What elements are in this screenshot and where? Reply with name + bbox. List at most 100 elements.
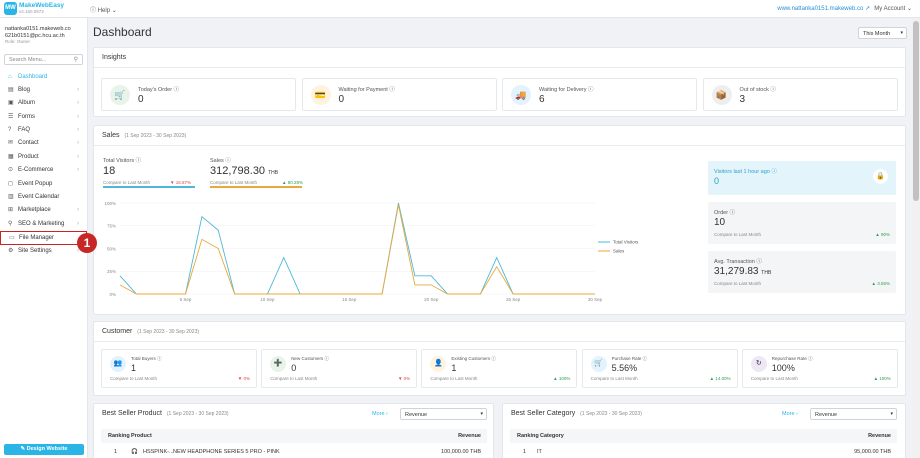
insight-label: Waiting for Payment ⓘ: [338, 87, 395, 93]
sidebar-item-label: Contact: [18, 140, 39, 147]
table-row[interactable]: 1 IT 95,000.00 THB: [510, 445, 897, 458]
page-scrollbar[interactable]: [912, 18, 920, 458]
repurchase-icon: ↻: [750, 356, 767, 372]
search-menu-input[interactable]: Search Menu... ⚲: [4, 53, 83, 65]
best-category-table-header: Ranking Category Revenue: [510, 429, 897, 443]
sidebar-item-blog[interactable]: ▤ Blog ›: [0, 84, 87, 97]
my-account-menu[interactable]: My Account ⌄: [874, 5, 912, 12]
visitors-last-hour-box: Visitors last 1 hour ago ⓘ 0 🔒: [708, 161, 896, 195]
sidebar-item-event-popup[interactable]: ◻ Event Popup: [0, 178, 87, 191]
insight-label: Today's Order ⓘ: [138, 87, 180, 93]
gear-icon: ⚙: [8, 247, 14, 254]
order-value: 10: [714, 217, 726, 228]
sales-header: Sales (1 Sep 2023 - 30 Sep 2023): [94, 126, 905, 146]
chevron-right-icon: ›: [77, 86, 79, 93]
avg-transaction-value: 31,279.83 THB: [714, 266, 772, 277]
legend-label: Total Visitors: [613, 240, 639, 245]
sidebar-item-forms[interactable]: ☰ Forms ›: [0, 111, 87, 124]
scrollbar-thumb[interactable]: [913, 21, 919, 201]
sidebar-item-site-settings[interactable]: ⚙ Site Settings ›: [0, 245, 87, 258]
insight-value: 3: [739, 94, 746, 105]
sidebar-item-marketplace[interactable]: ⊞ Marketplace ›: [0, 204, 87, 217]
customer-stat-label: Total Buyers ⓘ: [131, 356, 162, 361]
sidebar-item-contact[interactable]: ✉ Contact ›: [0, 137, 87, 150]
period-value: This Month: [863, 30, 891, 37]
customer-stat-purchase-rate: 🛒 Purchase Rate ⓘ 5.56% Compare to Last Mon…: [581, 349, 738, 388]
best-category-more-link[interactable]: More ›: [782, 411, 798, 417]
sidebar-item-label: Product: [18, 153, 39, 160]
insights-title: Insights: [94, 48, 905, 68]
chevron-right-icon: ›: [77, 167, 79, 174]
sidebar-item-seo-marketing[interactable]: ⚲ SEO & Marketing ›: [0, 218, 87, 231]
insight-out-of-stock[interactable]: 📦 Out of stock ⓘ 3: [702, 78, 898, 111]
makeweb-logo[interactable]: MW: [4, 2, 17, 15]
chevron-down-icon: ▾: [900, 30, 903, 36]
sidebar-item-label: FAQ: [18, 127, 31, 134]
col-ranking: Ranking: [517, 433, 539, 439]
brand-name: MakeWebEasy: [19, 2, 65, 9]
best-category-select-value: Revenue: [815, 411, 838, 418]
site-url-link[interactable]: www.nattanka0151.makeweb.co ↗: [777, 5, 870, 12]
customer-stat-repurchase-rate: ↻ Repurchase Rate ⓘ 100% Compare to Last Mo…: [741, 349, 898, 388]
sidebar-item-label: SEO & Marketing: [18, 220, 65, 227]
sidebar-item-label: Event Calendar: [18, 194, 60, 201]
sidebar-item-e-commerce[interactable]: ⊙ E-Commerce ›: [0, 164, 87, 177]
insight-waiting-for-payment[interactable]: 💳 Waiting for Payment ⓘ 0: [301, 78, 497, 111]
best-product-more-link[interactable]: More ›: [372, 411, 388, 417]
existing-customer-icon: 👤: [430, 356, 447, 372]
best-product-select[interactable]: Revenue ▾: [400, 408, 487, 420]
insight-today-s-order[interactable]: 🛒 Today's Order ⓘ 0: [101, 78, 296, 111]
customer-stat-change: ▲ 100%: [553, 376, 571, 381]
chevron-down-icon: ▾: [890, 411, 893, 417]
ecommerce-icon: ⊙: [8, 167, 14, 174]
best-category-select[interactable]: Revenue ▾: [810, 408, 897, 420]
brand: MakeWebEasy v4.150.0572: [19, 2, 64, 15]
legend-label: Sales: [613, 249, 625, 254]
sidebar-item-label: Blog: [18, 86, 31, 93]
table-row[interactable]: 1 🎧 HSSPINK-... NEW HEADPHONE SERIES 5 P…: [101, 445, 487, 458]
insight-waiting-for-delivery[interactable]: 🚚 Waiting for Delivery ⓘ 6: [502, 78, 697, 111]
customer-stat-change: ▲ 14.00%: [709, 376, 731, 381]
sidebar-item-event-calendar[interactable]: ▥ Event Calendar: [0, 191, 87, 204]
customer-stat-value: 5.56%: [611, 363, 638, 373]
row-product-name: NEW HEADPHONE SERIES 5 PRO - PINK: [173, 449, 280, 455]
customer-stat-value: 1: [451, 363, 457, 373]
row-category: IT: [537, 449, 542, 455]
sidebar-item-label: Site Settings: [18, 247, 52, 254]
sidebar-item-dashboard[interactable]: ⌂ Dashboard: [0, 71, 87, 84]
chevron-down-icon: ▾: [480, 411, 483, 417]
home-icon: ⌂: [8, 73, 12, 80]
period-select[interactable]: This Month ▾: [858, 27, 907, 39]
chevron-right-icon: ›: [77, 100, 79, 107]
truck-icon: 🚚: [511, 85, 531, 105]
x-tick-label: 25 Sep: [506, 297, 521, 302]
sales-underline: [210, 186, 302, 188]
sidebar-item-label: Marketplace: [18, 207, 51, 214]
customer-stat-note: Compare to Last Month: [270, 376, 318, 381]
sidebar-item-faq[interactable]: ? FAQ ›: [0, 124, 87, 137]
col-ranking: Ranking: [108, 433, 130, 439]
y-tick-label: 100%: [104, 201, 116, 206]
sidebar-item-file-manager[interactable]: ▭ File Manager: [0, 231, 87, 245]
marketplace-icon: ⊞: [8, 207, 14, 214]
box-icon: 📦: [711, 85, 732, 105]
sales-change: ▲ 80.28%: [282, 180, 303, 185]
order-label: Order ⓘ: [714, 210, 736, 216]
customer-stat-existing-customers: 👤 Existing Customers ⓘ 1 Compare to Last Mo…: [421, 349, 578, 388]
design-website-button[interactable]: ✎ Design Website: [4, 444, 84, 455]
sidebar-menu: ⌂ Dashboard ▤ Blog › ▣ Album › ☰ Forms ›? FAQ › ✉ Cont…: [0, 71, 87, 258]
help-menu[interactable]: ⓘ Help ⌄: [90, 5, 117, 14]
customer-stat-label: Repurchase Rate ⓘ: [771, 356, 813, 361]
order-box: Order ⓘ 10 Compare to Last Month ▲ 90%: [708, 202, 896, 244]
sidebar-item-product[interactable]: ▦ Product ›: [0, 151, 87, 164]
customer-stat-change: ▲ 100%: [873, 376, 891, 381]
x-tick-label: 10 Sep: [260, 297, 275, 302]
help-label: Help: [97, 8, 111, 14]
best-product-table-header: Ranking Product Revenue: [101, 429, 487, 443]
customer-stat-new-customers: ➕ New Customers ⓘ 0 Compare to Last Month ▼ …: [261, 349, 418, 388]
sidebar-item-label: E-Commerce: [18, 167, 54, 174]
sidebar-item-album[interactable]: ▣ Album ›: [0, 97, 87, 110]
x-tick-label: 30 Sep: [588, 297, 603, 302]
faq-icon: ?: [8, 127, 12, 134]
y-tick-label: 0%: [109, 292, 116, 297]
